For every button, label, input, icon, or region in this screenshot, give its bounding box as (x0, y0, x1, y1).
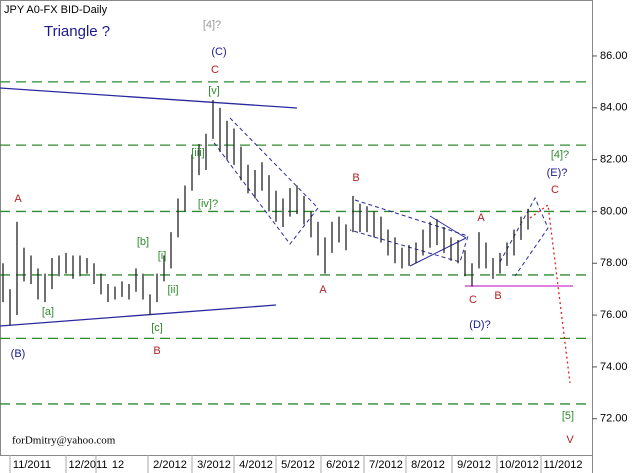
x-tick-label: 11/2011 (13, 459, 51, 471)
wave-label: [a] (42, 306, 54, 318)
wave-label: A (319, 284, 327, 296)
x-tick-label: 10/2012 (499, 459, 539, 471)
x-tick-label: 12/2011 (69, 459, 108, 471)
y-tick-label: 80.00 (600, 205, 628, 217)
y-tick-label: 86.00 (600, 50, 628, 62)
wave-label: V (566, 434, 574, 446)
wave-label: C (551, 184, 559, 196)
y-tick-label: 72.00 (600, 413, 628, 425)
subtitle: Triangle ? (44, 23, 110, 40)
x-tick-label: 3/2012 (197, 459, 231, 471)
wave-label: [iii] (191, 147, 204, 159)
wave-label: B (494, 290, 501, 302)
wave-label: B (352, 172, 359, 184)
wave-label: A (477, 212, 485, 224)
wave-label: (E)? (547, 167, 568, 179)
wave-label: C (469, 294, 477, 306)
trend-lines (0, 87, 573, 384)
x-tick-label: 8/2012 (411, 459, 445, 471)
y-tick-label: 82.00 (600, 154, 628, 166)
wave-label: [5] (562, 410, 574, 422)
wave-label: [c] (151, 322, 163, 334)
plot-area (0, 0, 593, 456)
wave-label: [v] (208, 85, 220, 97)
wave-label: (C) (211, 46, 226, 58)
wave-label: [i] (158, 250, 167, 262)
y-tick-label: 78.00 (600, 257, 628, 269)
x-tick-label: 7/2012 (369, 459, 403, 471)
x-tick-label: 4/2012 (239, 459, 273, 471)
wave-label: B (153, 345, 160, 357)
y-tick-label: 76.00 (600, 309, 628, 321)
chart-title: JPY A0-FX BID-Daily (4, 4, 108, 16)
wave-label: (B) (11, 348, 26, 360)
x-tick-label: 5/2012 (281, 459, 315, 471)
wave-label: (D)? (469, 319, 490, 331)
x-tick-label: 6/2012 (326, 459, 360, 471)
x-tick-label: 12 (112, 459, 124, 471)
x-tick-label: 11/2012 (544, 459, 583, 471)
x-tick-label: 2/2012 (153, 459, 187, 471)
y-tick-label: 74.00 (600, 361, 628, 373)
footer: forDmitry@yahoo.com (12, 435, 116, 447)
x-tick-label: 9/2012 (457, 459, 491, 471)
wave-label: [4]? (551, 149, 569, 161)
wave-label: A (14, 193, 22, 205)
wave-label: [b] (137, 236, 149, 248)
wave-label: [ii] (168, 284, 179, 296)
wave-label: [iv]? (198, 198, 218, 210)
wave-label: [4]? (203, 19, 221, 31)
y-tick-label: 84.00 (600, 102, 628, 114)
wave-label: C (211, 64, 219, 76)
